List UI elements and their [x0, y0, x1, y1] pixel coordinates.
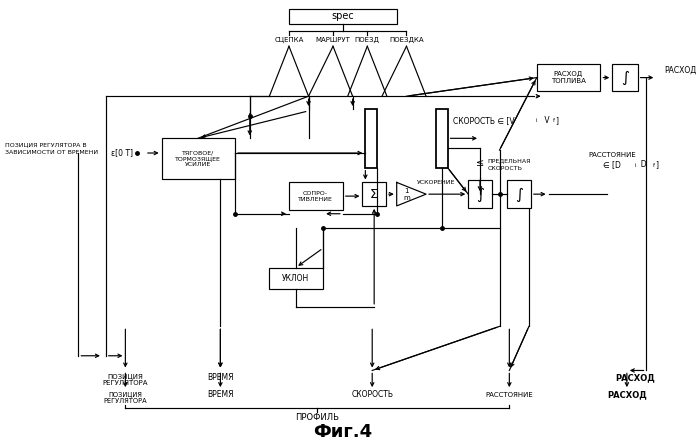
Bar [537, 64, 600, 91]
Bar [612, 64, 637, 91]
Bar [366, 109, 377, 168]
Text: ПРОФИЛЬ: ПРОФИЛЬ [296, 413, 339, 422]
Text: РАСХОД: РАСХОД [664, 65, 696, 74]
Text: ∫: ∫ [515, 187, 523, 202]
Bar [468, 181, 491, 208]
Text: ]: ] [556, 116, 559, 125]
Text: ПРЕДЕЛЬНАЯ: ПРЕДЕЛЬНАЯ [488, 158, 531, 163]
Text: ВРЕМЯ: ВРЕМЯ [207, 373, 233, 382]
Bar [289, 9, 397, 24]
Text: i: i [635, 163, 637, 168]
Text: ПОЗИЦИЯ РЕГУЛЯТОРА В: ПОЗИЦИЯ РЕГУЛЯТОРА В [5, 142, 87, 147]
Text: СОПРО-
ТИВЛЕНИЕ: СОПРО- ТИВЛЕНИЕ [298, 191, 333, 202]
Text: РЕГУЛЯТОРА: РЕГУЛЯТОРА [103, 398, 147, 404]
Text: spec: spec [331, 12, 354, 21]
Text: ≤: ≤ [476, 158, 484, 168]
Text: РАСХОД: РАСХОД [615, 373, 654, 382]
Text: V: V [542, 116, 549, 125]
Text: ПОЗИЦИЯ: ПОЗИЦИЯ [108, 374, 143, 380]
Text: ε[0 T]: ε[0 T] [111, 149, 134, 157]
Bar [507, 181, 531, 208]
Text: РЕГУЛЯТОРА: РЕГУЛЯТОРА [103, 380, 148, 386]
Text: 1
m: 1 m [403, 188, 410, 201]
Text: i: i [536, 118, 538, 123]
Text: МАРШРУТ: МАРШРУТ [315, 37, 350, 43]
Text: СКОРОСТЬ: СКОРОСТЬ [351, 390, 394, 400]
Text: ПОЕЗД: ПОЕЗД [355, 37, 380, 43]
Text: Фиг.4: Фиг.4 [313, 423, 373, 441]
Text: D: D [636, 160, 647, 169]
Text: РАССТОЯНИЕ: РАССТОЯНИЕ [589, 152, 636, 158]
Bar [436, 109, 447, 168]
Text: ЗАВИСИМОСТИ ОТ ВРЕМЕНИ: ЗАВИСИМОСТИ ОТ ВРЕМЕНИ [5, 149, 98, 154]
Text: Σ: Σ [370, 188, 378, 201]
Text: СКОРОСТЬ ∈ [V: СКОРОСТЬ ∈ [V [452, 116, 514, 125]
Text: СКОРОСТЬ: СКОРОСТЬ [488, 166, 523, 171]
Bar [362, 182, 386, 206]
Bar [269, 268, 323, 289]
Text: РАССТОЯНИЕ: РАССТОЯНИЕ [486, 392, 533, 398]
Text: ]: ] [656, 160, 658, 169]
Text: РАСХОД: РАСХОД [607, 390, 647, 400]
Text: ∈ [D: ∈ [D [603, 160, 621, 169]
Text: УСКОРЕНИЕ: УСКОРЕНИЕ [417, 180, 455, 185]
Text: ПОЗИЦИЯ: ПОЗИЦИЯ [108, 392, 143, 398]
Bar [161, 138, 235, 179]
Text: ∫: ∫ [621, 70, 629, 85]
Text: СЦЕПКА: СЦЕПКА [274, 37, 303, 43]
Text: ПОЕЗДКА: ПОЕЗДКА [389, 37, 424, 43]
Text: f: f [552, 118, 554, 123]
Bar [289, 182, 343, 210]
Text: РАСХОД
ТОПЛИВА: РАСХОД ТОПЛИВА [551, 71, 586, 84]
Text: ∫: ∫ [476, 187, 484, 202]
Text: УКЛОН: УКЛОН [282, 274, 310, 283]
Polygon shape [397, 182, 426, 206]
Text: f: f [654, 163, 655, 168]
Text: ВРЕМЯ: ВРЕМЯ [207, 390, 233, 400]
Text: ТЯГОВОЕ/
ТОРМОЗЯЩЕЕ
УСИЛИЕ: ТЯГОВОЕ/ ТОРМОЗЯЩЕЕ УСИЛИЕ [175, 151, 221, 167]
